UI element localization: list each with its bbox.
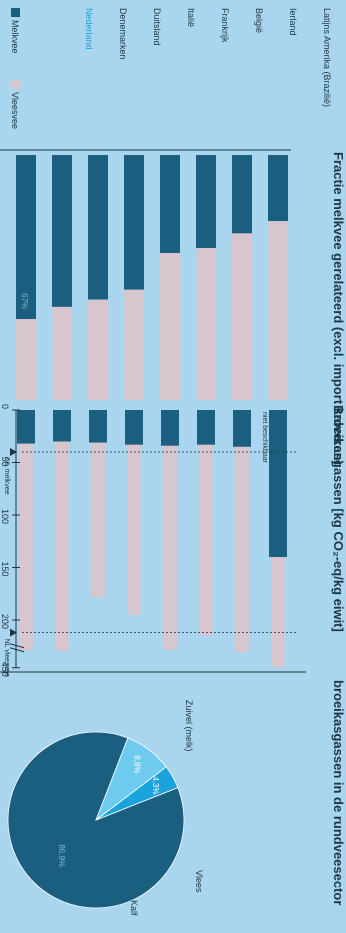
fractie-bar-vleesvee bbox=[88, 299, 108, 400]
category-label: Nederland bbox=[84, 8, 94, 50]
fractie-bar-melkvee bbox=[268, 155, 288, 222]
fractie-bar-melkvee bbox=[88, 155, 108, 300]
fractie-bar-melkvee bbox=[16, 155, 36, 320]
pie-title: broeikasgassen in de rundveesector bbox=[331, 680, 346, 905]
pie-category-label: Vlees bbox=[194, 870, 204, 893]
pie-data-label: 4,3% bbox=[151, 776, 160, 794]
fractie-bar-vleesvee bbox=[16, 319, 36, 400]
pie-slice bbox=[95, 766, 179, 821]
category-label: België bbox=[254, 8, 264, 33]
broeikas-bar-vleesvee bbox=[199, 410, 213, 636]
broeikas-bar-vleesvee bbox=[127, 410, 141, 615]
fractie-data-label: 67% bbox=[20, 293, 29, 309]
broeikas-bar-vleesvee bbox=[19, 410, 33, 651]
category-label: Denemarken bbox=[118, 8, 128, 60]
pie-data-label: 8,8% bbox=[132, 755, 141, 773]
broeikas-tick-label: 50 bbox=[0, 457, 10, 467]
pie-category-label: Kalf bbox=[129, 900, 139, 916]
pie-title-line1: broeikasgassen in de rundveesector bbox=[331, 680, 346, 905]
fractie-title: Fractie melkvee gerelateerd (excl. impor… bbox=[331, 152, 346, 465]
fractie-bar-vleesvee bbox=[160, 253, 180, 400]
axis-break-mark bbox=[9, 647, 25, 653]
marker-triangle bbox=[10, 448, 17, 456]
broeikas-bars bbox=[17, 410, 287, 668]
broeikas-bar-melkvee bbox=[269, 410, 287, 557]
fractie-bar-vleesvee bbox=[196, 248, 216, 400]
broeikas-bar-melkvee bbox=[161, 410, 179, 446]
broeikas-tick-label: 150 bbox=[0, 562, 10, 577]
fractie-bar-vleesvee bbox=[268, 221, 288, 400]
broeikas-bar-melkvee bbox=[125, 410, 143, 445]
marker-label: NL melkvee bbox=[3, 458, 10, 495]
broeikas-bar-melkvee bbox=[197, 410, 215, 445]
fractie-bar-melkvee bbox=[52, 155, 72, 307]
fractie-bar-vleesvee bbox=[232, 233, 252, 400]
category-label: Ierland bbox=[288, 8, 298, 36]
category-label: Italië bbox=[186, 8, 196, 27]
marker-label: NL vleesvee bbox=[3, 639, 10, 677]
broeikas-tick-label: 100 bbox=[0, 509, 10, 524]
pie-chart: 86.9% 8,8% 4,3% Zuivel (melk) Vlees Kalf bbox=[7, 700, 204, 916]
broeikas-tick-label: 450 bbox=[0, 662, 10, 677]
fractie-bar-melkvee bbox=[160, 155, 180, 253]
broeikas-bar-vleesvee bbox=[91, 410, 105, 597]
broeikas-bar-melkvee bbox=[17, 410, 35, 444]
legend-vleesvee-label: Vleesvee bbox=[10, 92, 20, 129]
axis-break-mark bbox=[9, 643, 25, 649]
broeikas-bar-melkvee bbox=[233, 410, 251, 447]
fractie-bar-vleesvee bbox=[124, 289, 144, 400]
broeikas-bar-vleesvee bbox=[163, 410, 177, 650]
pie-category-label: Zuivel (melk) bbox=[184, 700, 194, 752]
broeikas-bar-vleesvee bbox=[235, 410, 249, 652]
fractie-bar-melkvee bbox=[196, 155, 216, 249]
category-label: Latijns Amerika (Brazilië) bbox=[322, 8, 332, 107]
broeikas-title-text: Broeikasgassen [kg CO₂-eq/kg eiwit] bbox=[331, 405, 346, 632]
broeikas-tick-label: 0 bbox=[0, 404, 10, 409]
category-labels: Nederland Denemarken Duitsland Italië Frankr… bbox=[84, 8, 332, 107]
broeikas-title: Broeikasgassen [kg CO₂-eq/kg eiwit] bbox=[331, 405, 346, 632]
fractie-bars: 67% bbox=[16, 155, 288, 400]
legend-vleesvee-swatch bbox=[11, 80, 20, 89]
marker-triangle bbox=[10, 628, 17, 637]
fractie-bar-melkvee bbox=[232, 155, 252, 234]
broeikas-bar-vleesvee bbox=[55, 410, 69, 651]
broeikas-bar-melkvee bbox=[53, 410, 71, 442]
legend-melkvee-label: Melkvee bbox=[10, 20, 20, 54]
pie-data-label: 86.9% bbox=[57, 844, 66, 867]
category-label: Duitsland bbox=[152, 8, 162, 46]
fractie-bar-melkvee bbox=[124, 155, 144, 290]
fractie-bar-vleesvee bbox=[52, 306, 72, 400]
broeikas-tick-label: 200 bbox=[0, 614, 10, 629]
legend-melkvee-swatch bbox=[11, 8, 20, 17]
niet-beschikbaar-label: niet beschikbaar bbox=[261, 412, 268, 464]
category-label: Frankrijk bbox=[220, 8, 230, 43]
broeikas-axis: 0 50 100 150 200 450 NL melkvee NL vleesvee bbox=[0, 404, 296, 677]
broeikas-bar-melkvee bbox=[89, 410, 107, 443]
